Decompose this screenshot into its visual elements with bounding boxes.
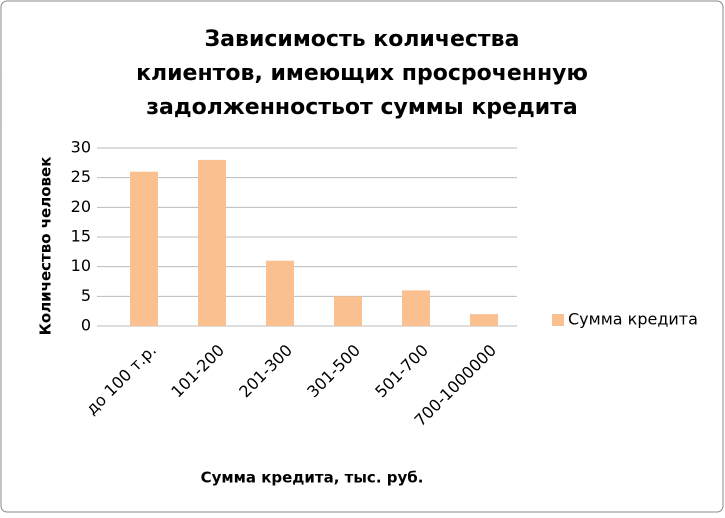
bar [334, 296, 362, 326]
bar [470, 314, 498, 326]
bar [402, 290, 430, 326]
title-group: Зависимость количества клиентов, имеющих … [136, 27, 588, 120]
y-tick-label: 10 [71, 256, 91, 275]
y-tick-label: 15 [71, 227, 91, 246]
chart-title: задолженностьот суммы кредита [146, 95, 577, 120]
x-axis-title: Сумма кредита, тыс. руб. [201, 469, 424, 487]
bar [266, 260, 294, 326]
legend-swatch [552, 314, 564, 326]
chart-title: клиентов, имеющих просроченную [136, 61, 588, 86]
y-axis-title: Количество человек [37, 157, 55, 336]
y-tick-label: 0 [81, 316, 91, 335]
y-tick-label: 25 [71, 167, 91, 186]
bar [198, 159, 226, 326]
bar [130, 171, 158, 326]
y-tick-label: 30 [71, 138, 91, 157]
y-tick-label: 5 [81, 286, 91, 305]
y-tick-label: 20 [71, 197, 91, 216]
legend-label: Сумма кредита [568, 310, 698, 329]
chart-title: Зависимость количества [205, 27, 520, 52]
